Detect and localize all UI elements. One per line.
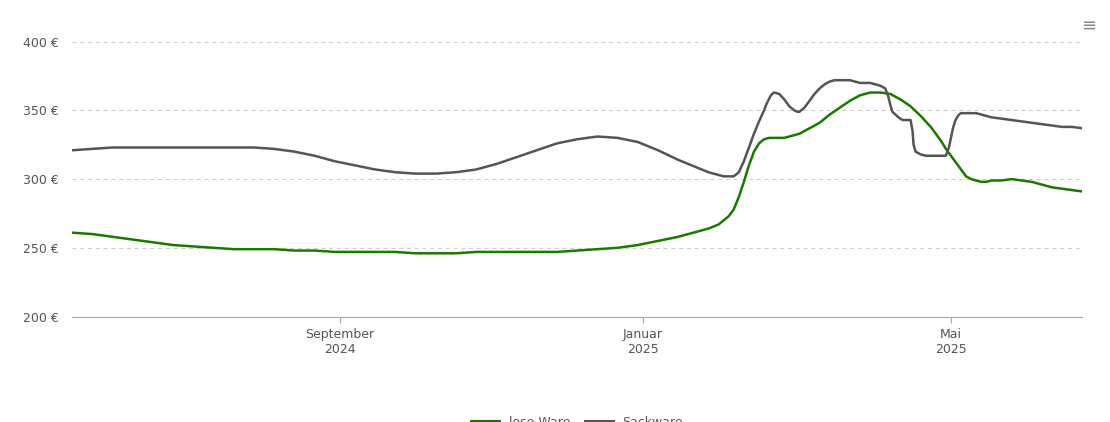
Text: ≡: ≡ [1081, 17, 1097, 35]
Legend: lose Ware, Sackware: lose Ware, Sackware [466, 411, 688, 422]
